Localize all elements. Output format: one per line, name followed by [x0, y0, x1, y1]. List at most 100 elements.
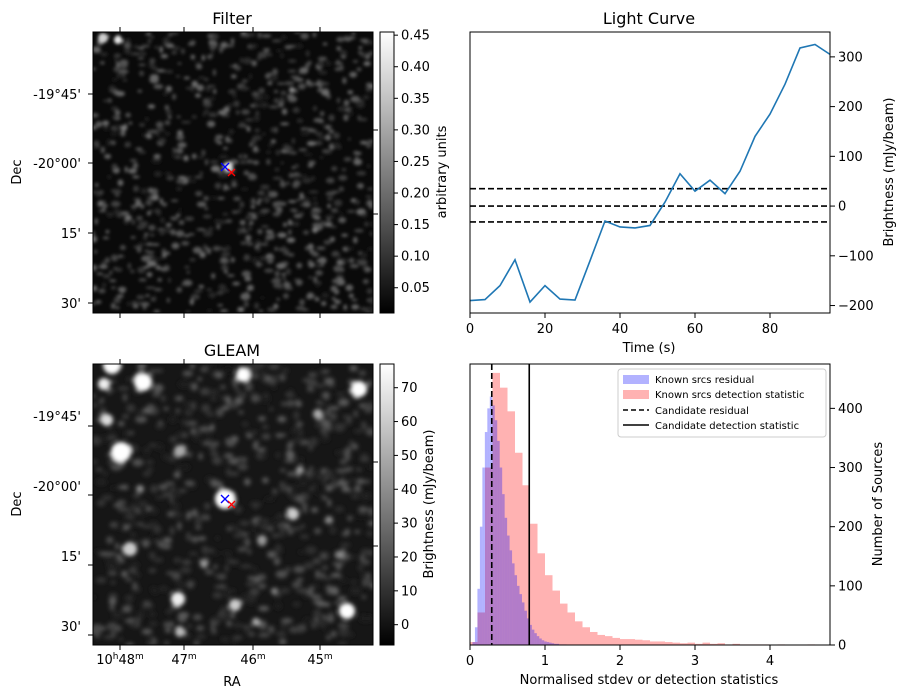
- noise-blob: [204, 502, 211, 510]
- noise-blob: [273, 90, 279, 93]
- noise-blob: [239, 57, 243, 64]
- noise-blob: [274, 601, 282, 611]
- noise-blob: [205, 411, 214, 417]
- histogram-bar: [680, 643, 688, 645]
- noise-blob: [175, 408, 181, 414]
- noise-blob: [323, 432, 329, 438]
- noise-blob: [312, 609, 322, 619]
- noise-blob: [357, 117, 368, 122]
- noise-blob: [330, 225, 337, 228]
- histogram-bar: [554, 643, 557, 645]
- noise-blob: [292, 108, 300, 113]
- noise-blob: [331, 142, 341, 148]
- noise-blob: [162, 492, 174, 497]
- noise-blob: [159, 266, 169, 272]
- lc-ytick-label: 200: [838, 100, 863, 115]
- noise-blob: [346, 388, 351, 393]
- noise-blob: [266, 150, 271, 154]
- noise-blob: [295, 211, 305, 214]
- noise-blob: [93, 230, 96, 237]
- noise-blob: [349, 364, 358, 372]
- noise-blob: [237, 306, 245, 313]
- noise-blob: [185, 310, 191, 313]
- histogram-bar: [531, 629, 535, 645]
- noise-blob: [327, 611, 336, 615]
- noise-blob: [351, 443, 359, 450]
- noise-blob: [280, 161, 284, 165]
- noise-blob: [278, 201, 287, 206]
- noise-blob: [175, 213, 181, 218]
- noise-blob: [256, 518, 266, 525]
- noise-blob: [162, 92, 169, 97]
- hist-ytick-label: 300: [838, 461, 863, 476]
- noise-blob: [294, 164, 299, 169]
- noise-blob: [229, 457, 239, 465]
- noise-blob: [303, 153, 313, 156]
- noise-blob: [136, 215, 143, 221]
- noise-blob: [246, 241, 254, 247]
- noise-blob: [196, 84, 205, 92]
- noise-blob: [330, 481, 339, 489]
- noise-blob: [250, 393, 260, 403]
- noise-blob: [209, 423, 215, 432]
- noise-blob: [184, 480, 195, 486]
- noise-blob: [212, 195, 216, 200]
- noise-blob: [139, 51, 147, 56]
- noise-blob: [365, 141, 372, 149]
- noise-blob: [361, 492, 372, 500]
- noise-blob: [152, 383, 164, 393]
- noise-blob: [288, 388, 294, 394]
- noise-blob: [247, 593, 255, 602]
- noise-blob: [347, 90, 354, 95]
- noise-blob: [227, 402, 240, 409]
- noise-blob: [298, 213, 304, 216]
- noise-blob: [350, 95, 361, 103]
- noise-blob: [182, 370, 194, 377]
- noise-blob: [307, 378, 318, 387]
- noise-blob: [298, 70, 306, 74]
- noise-blob: [231, 210, 239, 214]
- noise-blob: [248, 73, 253, 80]
- noise-blob: [296, 118, 304, 123]
- noise-blob: [258, 190, 265, 195]
- noise-blob: [173, 557, 182, 563]
- noise-blob: [349, 264, 359, 269]
- noise-blob: [141, 44, 151, 48]
- noise-blob: [175, 230, 185, 238]
- noise-blob: [302, 505, 308, 514]
- noise-blob: [308, 190, 319, 194]
- noise-blob: [148, 568, 157, 573]
- noise-blob: [129, 621, 139, 628]
- noise-blob: [145, 294, 150, 297]
- gleam-xtick-label: 45m: [307, 652, 332, 668]
- noise-blob: [284, 566, 292, 573]
- noise-blob: [133, 508, 142, 514]
- noise-blob: [339, 212, 343, 215]
- noise-blob: [280, 622, 287, 630]
- noise-blob: [366, 464, 373, 470]
- noise-blob: [307, 128, 315, 133]
- noise-blob: [347, 515, 353, 522]
- noise-blob: [248, 227, 253, 231]
- noise-blob: [254, 239, 262, 244]
- noise-blob: [187, 510, 192, 519]
- noise-blob: [154, 46, 159, 49]
- noise-blob: [274, 126, 278, 134]
- noise-blob: [119, 287, 126, 294]
- noise-blob: [194, 525, 202, 530]
- noise-blob: [165, 609, 173, 615]
- noise-blob: [335, 565, 342, 571]
- noise-blob: [161, 202, 168, 207]
- noise-blob: [220, 606, 229, 614]
- gleam-ytick-label: 15': [61, 550, 81, 565]
- noise-blob: [93, 595, 97, 599]
- noise-blob: [238, 392, 247, 399]
- noise-blob: [365, 195, 373, 199]
- noise-blob: [329, 237, 333, 241]
- histogram-bar: [500, 387, 508, 645]
- noise-blob: [145, 286, 156, 289]
- noise-blob: [300, 32, 309, 40]
- noise-blob: [216, 407, 224, 417]
- noise-blob: [214, 137, 220, 143]
- noise-blob: [302, 177, 312, 184]
